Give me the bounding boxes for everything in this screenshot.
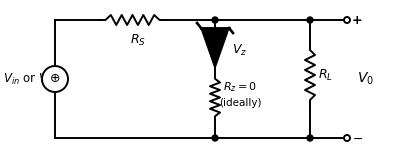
Text: $V_{in}$ or $V_S$: $V_{in}$ or $V_S$	[3, 71, 53, 87]
Text: $V_z$: $V_z$	[232, 42, 247, 58]
Circle shape	[42, 66, 68, 92]
Circle shape	[344, 17, 350, 23]
Text: +: +	[352, 14, 362, 27]
Polygon shape	[201, 28, 229, 68]
Text: $R_L$: $R_L$	[318, 68, 333, 83]
Text: $\oplus$: $\oplus$	[49, 73, 61, 86]
Circle shape	[307, 135, 313, 141]
Circle shape	[344, 135, 350, 141]
Text: $R_S$: $R_S$	[130, 33, 145, 48]
Circle shape	[212, 135, 218, 141]
Circle shape	[212, 17, 218, 23]
Text: $V_0$: $V_0$	[357, 71, 374, 87]
Text: $R_z=0$: $R_z=0$	[223, 81, 257, 95]
Circle shape	[307, 17, 313, 23]
Text: $-$: $-$	[352, 132, 363, 144]
Text: (ideally): (ideally)	[219, 97, 262, 108]
